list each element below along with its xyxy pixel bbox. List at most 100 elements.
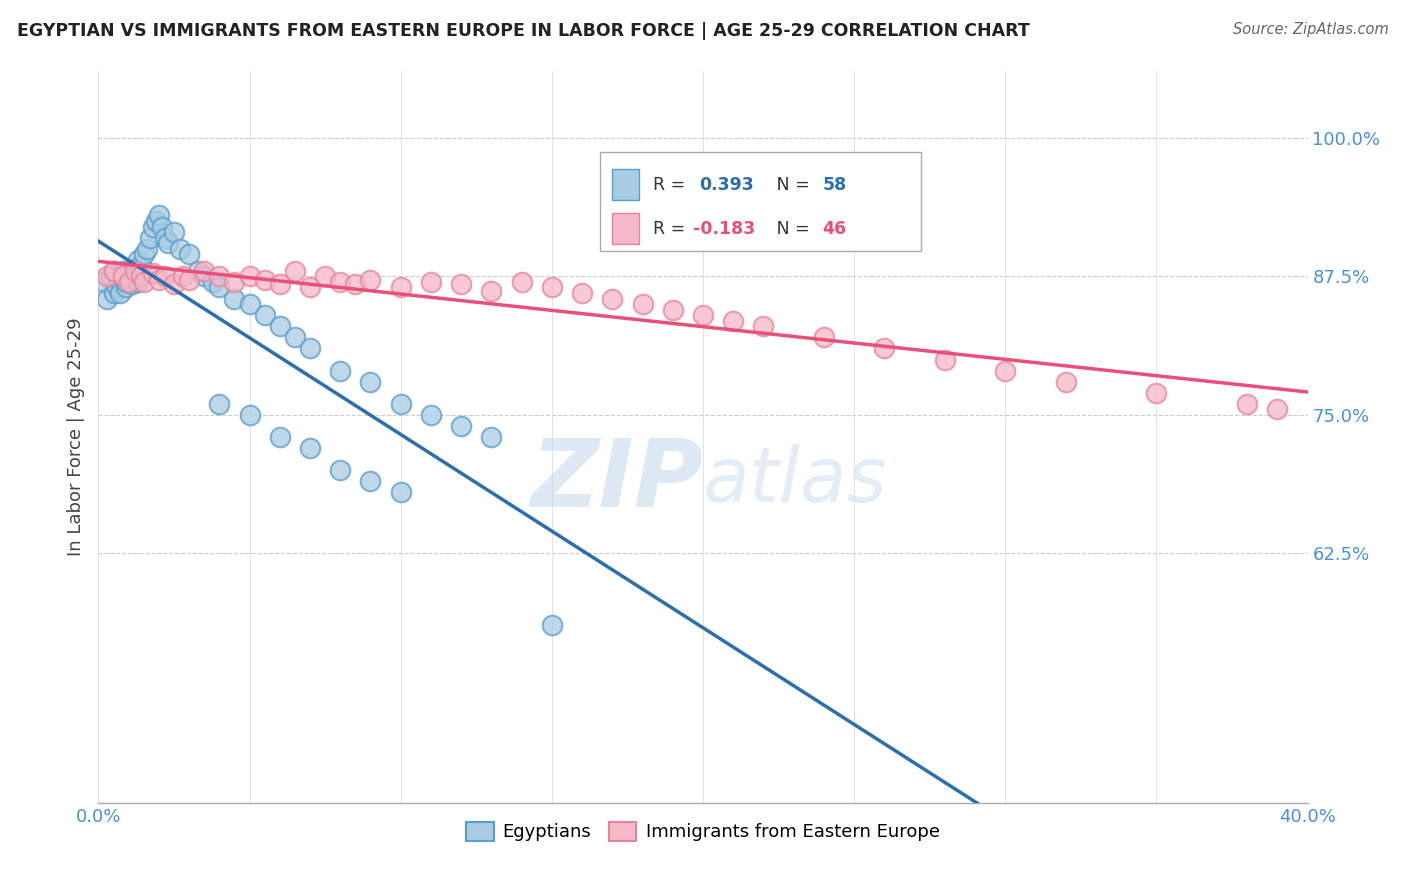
Point (224, 292, 246, 306)
Text: N =: N = (759, 219, 815, 237)
Point (96, 292, 118, 306)
Point (163, 277, 186, 292)
Text: EGYPTIAN VS IMMIGRANTS FROM EASTERN EUROPE IN LABOR FORCE | AGE 25-29 CORRELATIO: EGYPTIAN VS IMMIGRANTS FROM EASTERN EURO… (17, 22, 1029, 40)
Text: R =: R = (654, 219, 692, 237)
Point (360, 375, 382, 389)
Point (103, 285, 125, 300)
Point (114, 275, 136, 289)
Point (100, 269, 122, 284)
Text: -0.183: -0.183 (693, 219, 755, 237)
Point (179, 273, 201, 287)
Point (118, 275, 141, 289)
Point (224, 275, 246, 289)
Point (269, 319, 291, 334)
FancyBboxPatch shape (613, 213, 638, 244)
Point (187, 264, 209, 278)
Point (344, 277, 367, 292)
Text: 58: 58 (823, 176, 846, 194)
Point (360, 475, 382, 489)
Point (169, 242, 191, 256)
Point (329, 363, 352, 377)
Point (153, 269, 176, 284)
Point (661, 302, 683, 317)
Point (129, 269, 152, 284)
Point (450, 419, 472, 434)
Point (253, 308, 276, 322)
Point (172, 269, 194, 284)
Point (118, 269, 141, 284)
Point (540, 618, 562, 632)
Legend: Egyptians, Immigrants from Eastern Europe: Egyptians, Immigrants from Eastern Europ… (460, 814, 946, 848)
Point (299, 342, 322, 356)
Text: R =: R = (654, 176, 697, 194)
Point (269, 430, 291, 444)
Point (111, 269, 134, 284)
Point (450, 277, 472, 292)
Point (148, 273, 170, 287)
Point (118, 264, 141, 278)
Point (873, 342, 896, 356)
Point (105, 269, 128, 284)
Point (299, 280, 322, 294)
Point (150, 219, 173, 234)
Point (111, 269, 134, 284)
Point (142, 219, 165, 234)
Point (631, 297, 654, 311)
Text: N =: N = (759, 176, 815, 194)
Point (202, 275, 225, 289)
FancyBboxPatch shape (613, 169, 638, 200)
Point (193, 264, 215, 278)
Point (145, 214, 167, 228)
Point (96, 269, 118, 284)
Text: 0.393: 0.393 (699, 176, 754, 194)
Point (193, 269, 215, 284)
Point (329, 463, 352, 477)
Point (208, 280, 231, 294)
Point (121, 273, 143, 287)
Point (208, 397, 231, 411)
Point (389, 397, 412, 411)
Point (111, 264, 134, 278)
FancyBboxPatch shape (600, 152, 921, 251)
Point (269, 277, 291, 292)
Point (129, 258, 152, 272)
Text: Source: ZipAtlas.com: Source: ZipAtlas.com (1233, 22, 1389, 37)
Point (153, 230, 176, 244)
Point (360, 273, 382, 287)
Point (813, 330, 835, 344)
Point (148, 209, 170, 223)
Point (314, 269, 336, 284)
Point (420, 275, 443, 289)
Point (1144, 385, 1167, 400)
Point (239, 408, 262, 422)
Point (692, 308, 714, 322)
Point (420, 408, 443, 422)
Point (105, 280, 128, 294)
Point (389, 485, 412, 500)
Text: atlas: atlas (703, 444, 887, 518)
Point (1267, 402, 1289, 417)
Text: ZIP: ZIP (530, 435, 703, 527)
Point (127, 252, 149, 267)
Y-axis label: In Labor Force | Age 25-29: In Labor Force | Age 25-29 (66, 318, 84, 557)
Point (239, 297, 262, 311)
Point (299, 441, 322, 455)
Point (253, 273, 276, 287)
Point (132, 275, 155, 289)
Point (124, 261, 146, 276)
Point (156, 236, 179, 251)
Point (284, 330, 307, 344)
Point (208, 269, 231, 284)
Point (132, 247, 155, 261)
Point (752, 319, 775, 334)
Point (540, 280, 562, 294)
Point (994, 363, 1017, 377)
Point (602, 292, 624, 306)
Point (163, 225, 186, 239)
Point (723, 314, 745, 328)
Point (114, 280, 136, 294)
Point (142, 266, 165, 280)
Point (1054, 375, 1077, 389)
Point (179, 247, 201, 261)
Point (103, 264, 125, 278)
